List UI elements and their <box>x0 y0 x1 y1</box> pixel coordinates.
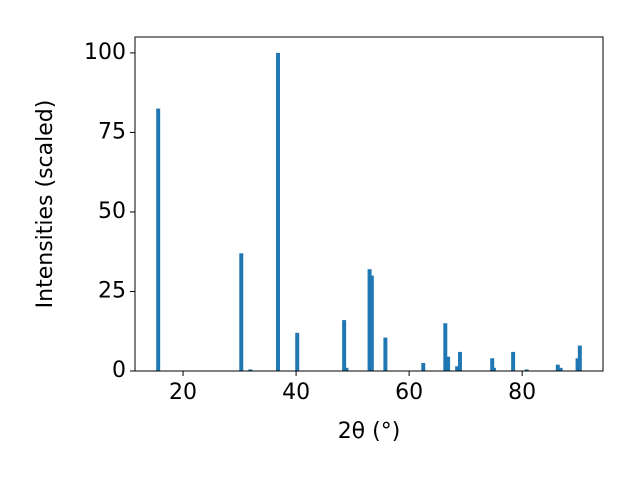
bar <box>455 366 460 371</box>
bar <box>446 356 451 371</box>
bar <box>458 351 462 371</box>
y-axis-label: Intensities (scaled) <box>33 100 58 309</box>
x-axis-label: 2θ (°) <box>338 419 401 444</box>
bar <box>490 358 495 371</box>
bar <box>491 367 496 371</box>
bar <box>577 345 582 371</box>
bar <box>248 369 253 371</box>
y-tick-label: 0 <box>112 358 126 383</box>
x-tick-label: 40 <box>282 380 310 405</box>
bar <box>367 269 372 371</box>
bar <box>276 52 280 372</box>
bar <box>555 364 560 371</box>
y-tick-label: 50 <box>98 199 126 224</box>
bar <box>443 323 448 371</box>
bar <box>421 363 426 371</box>
bar <box>524 369 529 371</box>
bar <box>558 367 563 371</box>
bar <box>344 367 349 371</box>
bar <box>239 253 244 371</box>
x-tick-label: 80 <box>508 380 536 405</box>
y-tick-label: 100 <box>84 40 126 65</box>
bar <box>575 358 580 371</box>
y-tick-label: 75 <box>98 119 126 144</box>
bar <box>342 320 347 371</box>
plot-frame <box>134 36 604 372</box>
x-tick-label: 20 <box>169 380 197 405</box>
bar <box>369 275 374 371</box>
y-tick-label: 25 <box>98 278 126 303</box>
x-tick-label: 60 <box>395 380 423 405</box>
bar <box>295 332 300 371</box>
bar <box>156 108 161 372</box>
bar <box>511 351 516 371</box>
bar <box>383 337 388 371</box>
